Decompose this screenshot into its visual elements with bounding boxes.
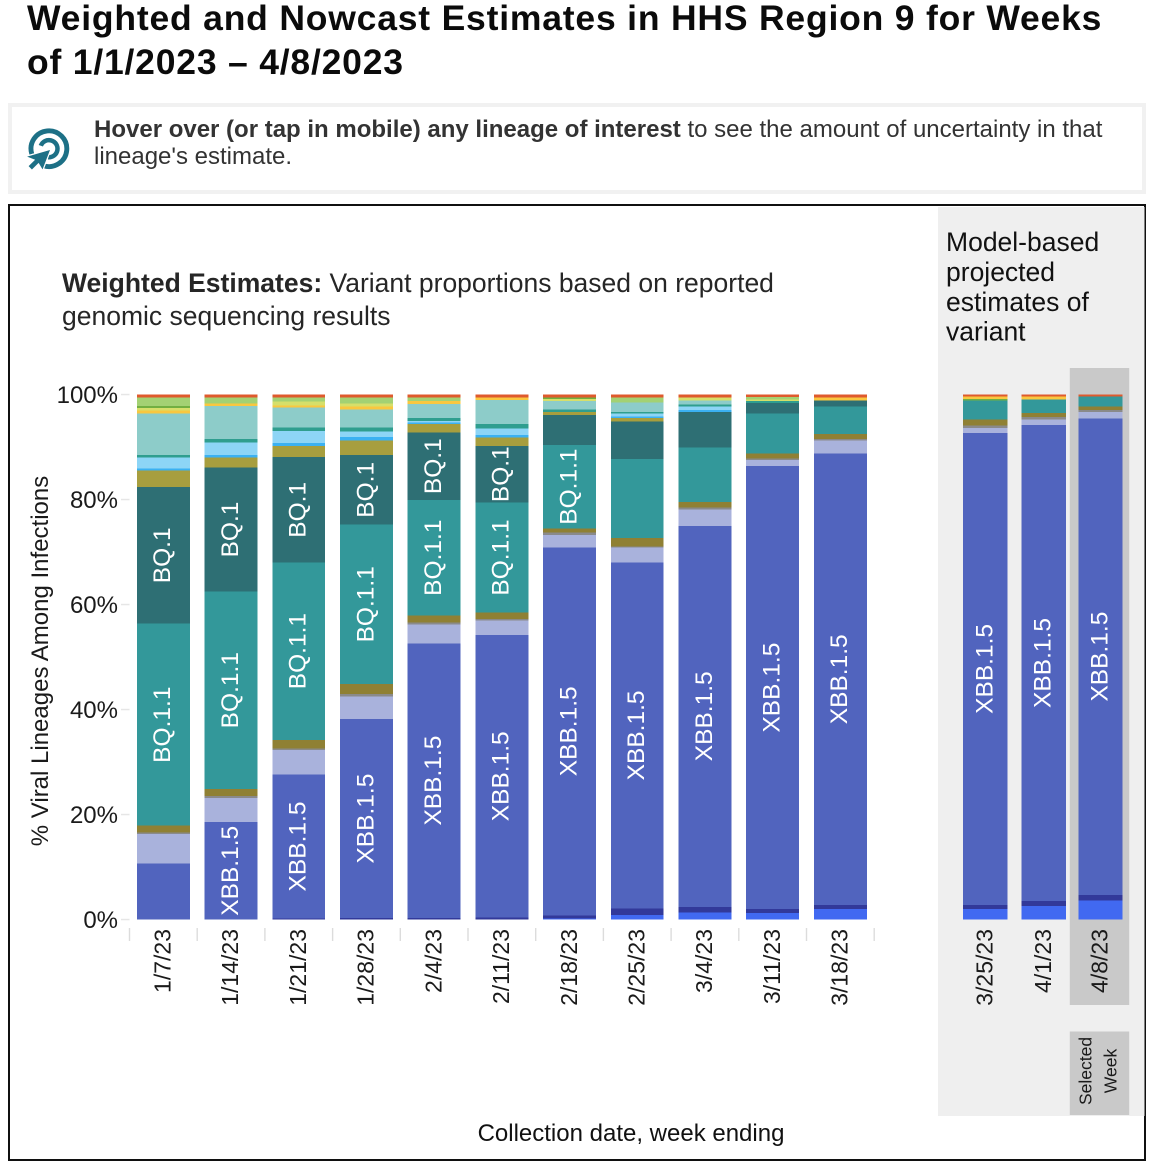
svg-text:XBB.1.5: XBB.1.5 bbox=[488, 731, 515, 821]
svg-text:BQ.1.1: BQ.1.1 bbox=[149, 687, 176, 763]
svg-text:2/25/23: 2/25/23 bbox=[624, 929, 650, 1006]
svg-text:XBB.1.5: XBB.1.5 bbox=[826, 634, 853, 724]
svg-text:XBB.1.5: XBB.1.5 bbox=[285, 802, 312, 892]
svg-text:XBB.1.5: XBB.1.5 bbox=[217, 826, 244, 916]
svg-text:1/14/23: 1/14/23 bbox=[217, 929, 243, 1006]
svg-text:Weighted Estimates: Variant pr: Weighted Estimates: Variant proportions … bbox=[62, 268, 774, 298]
svg-text:80%: 80% bbox=[70, 487, 118, 514]
svg-text:1/21/23: 1/21/23 bbox=[285, 929, 311, 1006]
svg-text:BQ.1.1: BQ.1.1 bbox=[556, 448, 583, 524]
svg-text:1/28/23: 1/28/23 bbox=[353, 929, 379, 1006]
svg-text:BQ.1.1: BQ.1.1 bbox=[217, 652, 244, 728]
svg-text:Selected: Selected bbox=[1076, 1037, 1096, 1105]
svg-text:estimates of: estimates of bbox=[946, 287, 1090, 317]
svg-text:XBB.1.5: XBB.1.5 bbox=[420, 736, 447, 826]
svg-text:BQ.1: BQ.1 bbox=[488, 446, 515, 502]
svg-text:Week: Week bbox=[1101, 1049, 1121, 1094]
svg-text:BQ.1: BQ.1 bbox=[217, 502, 244, 558]
svg-text:40%: 40% bbox=[70, 697, 118, 724]
svg-text:0%: 0% bbox=[83, 907, 118, 934]
svg-text:XBB.1.5: XBB.1.5 bbox=[759, 643, 786, 733]
svg-text:2/18/23: 2/18/23 bbox=[556, 929, 582, 1006]
svg-text:genomic sequencing results: genomic sequencing results bbox=[62, 301, 391, 331]
svg-text:XBB.1.5: XBB.1.5 bbox=[971, 624, 998, 714]
svg-text:4/8/23: 4/8/23 bbox=[1087, 929, 1113, 993]
svg-text:BQ.1: BQ.1 bbox=[149, 527, 176, 583]
svg-text:BQ.1: BQ.1 bbox=[420, 438, 447, 494]
svg-text:BQ.1: BQ.1 bbox=[352, 462, 379, 518]
svg-text:XBB.1.5: XBB.1.5 bbox=[691, 671, 718, 761]
svg-text:2/11/23: 2/11/23 bbox=[488, 929, 514, 1004]
svg-text:20%: 20% bbox=[70, 802, 118, 829]
svg-text:XBB.1.5: XBB.1.5 bbox=[1030, 618, 1057, 708]
svg-text:Collection date, week ending: Collection date, week ending bbox=[478, 1120, 785, 1147]
svg-text:Model-based: Model-based bbox=[946, 227, 1099, 257]
svg-text:3/18/23: 3/18/23 bbox=[827, 929, 853, 1006]
svg-text:100%: 100% bbox=[57, 382, 118, 409]
svg-text:XBB.1.5: XBB.1.5 bbox=[1086, 612, 1113, 702]
svg-text:BQ.1: BQ.1 bbox=[285, 482, 312, 538]
svg-text:BQ.1.1: BQ.1.1 bbox=[285, 613, 312, 689]
svg-text:projected: projected bbox=[946, 257, 1055, 287]
svg-text:3/25/23: 3/25/23 bbox=[972, 929, 998, 1006]
svg-text:XBB.1.5: XBB.1.5 bbox=[556, 686, 583, 776]
svg-text:BQ.1.1: BQ.1.1 bbox=[488, 519, 515, 595]
svg-text:XBB.1.5: XBB.1.5 bbox=[623, 690, 650, 780]
svg-text:1/7/23: 1/7/23 bbox=[150, 929, 176, 993]
svg-text:4/1/23: 4/1/23 bbox=[1030, 929, 1056, 993]
svg-text:XBB.1.5: XBB.1.5 bbox=[352, 774, 379, 864]
svg-text:BQ.1.1: BQ.1.1 bbox=[420, 520, 447, 596]
svg-text:60%: 60% bbox=[70, 592, 118, 619]
svg-text:BQ.1.1: BQ.1.1 bbox=[352, 566, 379, 642]
svg-text:2/4/23: 2/4/23 bbox=[420, 929, 446, 993]
svg-text:% Viral Lineages Among Infecti: % Viral Lineages Among Infections bbox=[27, 476, 54, 846]
svg-text:variant: variant bbox=[946, 317, 1026, 347]
svg-text:3/11/23: 3/11/23 bbox=[759, 929, 785, 1004]
svg-text:3/4/23: 3/4/23 bbox=[691, 929, 717, 993]
